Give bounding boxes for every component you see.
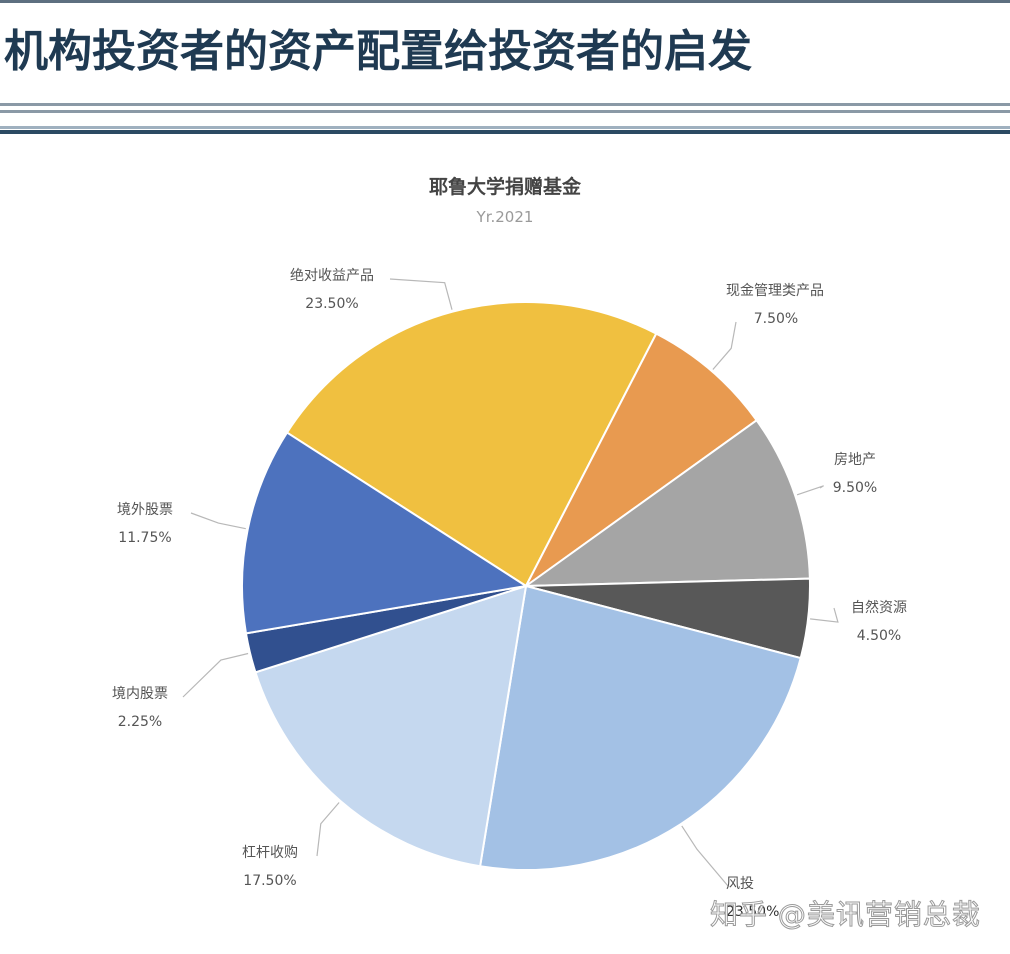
leader-line <box>389 278 453 310</box>
label-venture-capital: 风投 23.50% <box>726 876 780 920</box>
pie-slice <box>241 431 529 635</box>
leader-line <box>681 825 729 887</box>
pie-slice <box>285 301 658 588</box>
label-natural-resources: 自然资源 4.50% <box>851 600 907 644</box>
label-leveraged-buyouts: 杠杆收购 17.50% <box>242 845 298 889</box>
leader-line <box>712 321 737 370</box>
label-real-estate: 房地产 9.50% <box>832 452 878 496</box>
leader-line <box>810 607 839 623</box>
leader-line <box>796 485 824 496</box>
leader-line <box>316 802 340 857</box>
header-divider-thin-1 <box>0 103 1010 106</box>
label-foreign-equity: 境外股票 11.75% <box>117 502 173 546</box>
page-title: 机构投资者的资产配置给投资者的启发 <box>4 26 752 77</box>
chart-title: 耶鲁大学捐赠基金 <box>428 176 581 198</box>
header-divider-thin-2 <box>0 110 1010 113</box>
header-divider-light <box>0 126 1010 129</box>
pie-slice <box>522 418 811 588</box>
top-border-rule <box>0 0 1010 3</box>
label-absolute-return: 绝对收益产品 23.50% <box>290 268 374 312</box>
header-divider-thick <box>0 130 1010 134</box>
pie-slice <box>525 332 759 587</box>
watermark: 知乎 @美讯营销总裁 <box>710 898 981 932</box>
chart-subtitle: Yr.2021 <box>476 208 534 226</box>
label-cash: 现金管理类产品 7.50% <box>726 283 824 327</box>
pie-slice <box>254 584 528 868</box>
leader-line <box>190 512 246 530</box>
leader-line <box>182 652 249 698</box>
pie-slice <box>478 584 802 871</box>
label-domestic-equity: 境内股票 2.25% <box>112 686 168 730</box>
